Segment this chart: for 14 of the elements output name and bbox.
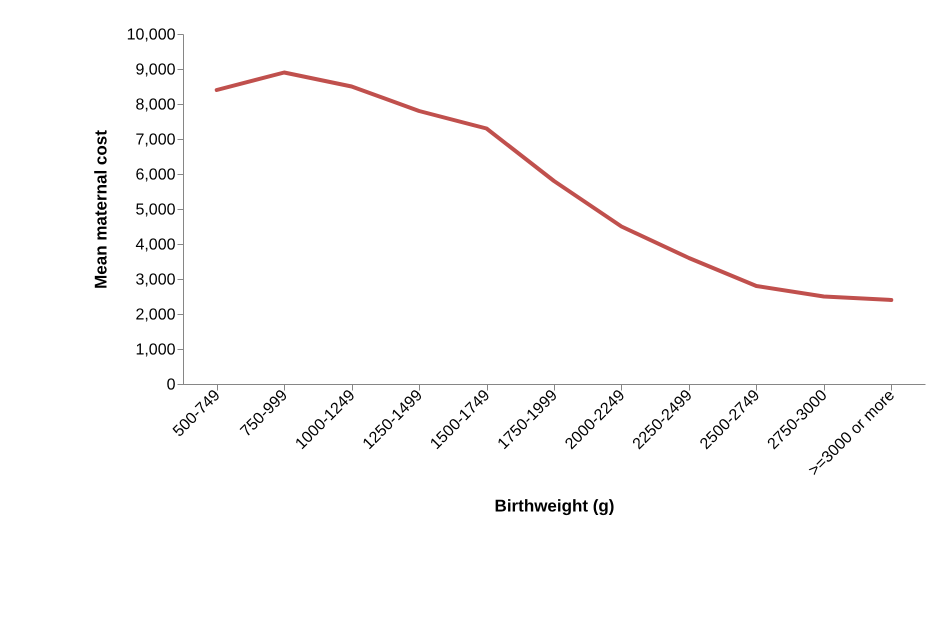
y-tick-label: 1,000	[135, 342, 176, 358]
y-tick-label: 4,000	[135, 236, 176, 254]
y-tick-label: 7,000	[135, 132, 176, 148]
y-tick-label: 2,000	[135, 306, 176, 324]
line-series	[214, 70, 894, 302]
y-axis-title: Mean maternal cost	[92, 130, 111, 289]
y-tick-label: 0	[166, 376, 176, 394]
y-tick-label: 5,000	[135, 202, 176, 218]
y-tick-label: 3,000	[135, 272, 176, 288]
y-tick-label: 6,000	[135, 166, 176, 184]
y-tick-label: 10,000	[126, 26, 176, 44]
y-tick-label: 8,000	[135, 96, 176, 114]
x-axis-title: Birthweight (g)	[494, 496, 614, 516]
y-tick-label: 9,000	[135, 62, 176, 78]
